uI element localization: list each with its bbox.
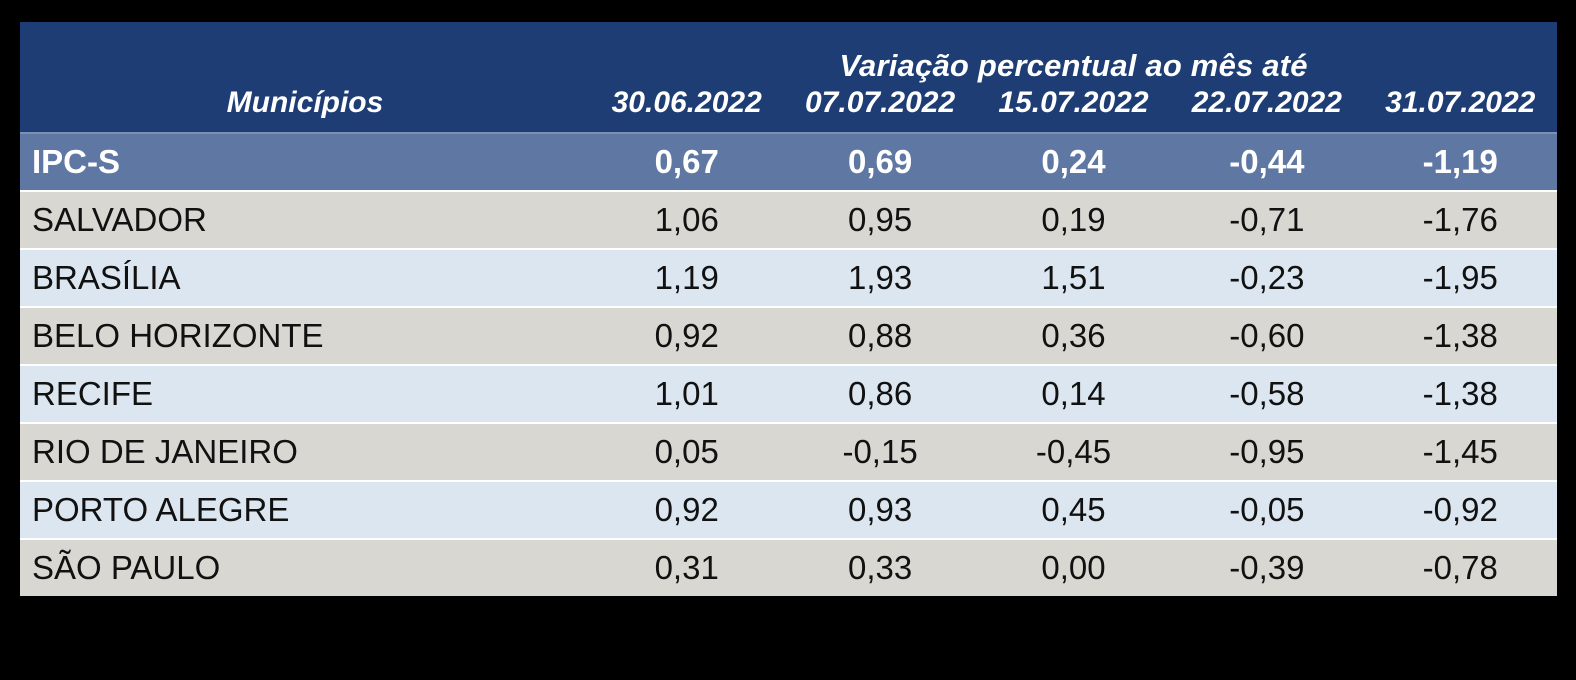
value-cell: 0,93 [847, 491, 913, 528]
column-header-date-3: 15.07.2022 [998, 86, 1149, 119]
value-cell: 0,86 [847, 375, 913, 412]
value-cell: -0,92 [1422, 491, 1498, 528]
value-cell: 0,92 [654, 491, 719, 528]
value-cell: 0,69 [847, 143, 913, 180]
value-cell: -1,38 [1422, 317, 1498, 354]
value-cell: -1,45 [1422, 433, 1498, 470]
value-cell: 1,01 [654, 375, 719, 412]
value-cell: 1,06 [654, 201, 719, 238]
value-cell: -1,95 [1422, 259, 1498, 296]
value-cell: -0,58 [1229, 375, 1305, 412]
table-row-rio-de-janeiro: RIO DE JANEIRO 0,05 -0,15 -0,45 -0,95 -1… [20, 422, 1557, 480]
ipcs-variation-table: Variação percentual ao mês até Município… [20, 22, 1557, 596]
value-cell: 0,19 [1041, 201, 1106, 238]
value-cell: 0,88 [847, 317, 913, 354]
value-cell: 0,67 [654, 143, 719, 180]
value-cell: -0,95 [1229, 433, 1305, 470]
value-cell: 0,24 [1041, 143, 1106, 180]
table-row-salvador: SALVADOR 1,06 0,95 0,19 -0,71 -1,76 [20, 190, 1557, 248]
table-row-sao-paulo: SÃO PAULO 0,31 0,33 0,00 -0,39 -0,78 [20, 538, 1557, 596]
table-row-ipcs: IPC-S 0,67 0,69 0,24 -0,44 -1,19 [20, 132, 1557, 190]
table-header: Variação percentual ao mês até Município… [20, 22, 1557, 132]
row-label: SALVADOR [32, 201, 207, 238]
value-cell: -0,15 [842, 433, 918, 470]
row-label: RECIFE [32, 375, 154, 412]
row-label: BRASÍLIA [32, 259, 181, 296]
value-cell: -0,60 [1229, 317, 1305, 354]
column-header-date-2: 07.07.2022 [805, 86, 956, 119]
value-cell: -0,44 [1229, 143, 1305, 180]
value-cell: -0,45 [1035, 433, 1112, 470]
table-row-brasilia: BRASÍLIA 1,19 1,93 1,51 -0,23 -1,95 [20, 248, 1557, 306]
value-cell: 0,14 [1041, 375, 1106, 412]
row-label: SÃO PAULO [32, 549, 221, 586]
column-header-date-4: 22.07.2022 [1191, 86, 1342, 119]
column-header-date-1: 30.06.2022 [611, 86, 762, 119]
value-cell: -0,05 [1229, 491, 1305, 528]
value-cell: -0,71 [1229, 201, 1305, 238]
value-cell: -0,23 [1229, 259, 1305, 296]
table-row-belo-horizonte: BELO HORIZONTE 0,92 0,88 0,36 -0,60 -1,3… [20, 306, 1557, 364]
table-title: Variação percentual ao mês até [839, 48, 1308, 83]
value-cell: 0,45 [1041, 491, 1106, 528]
table-row-recife: RECIFE 1,01 0,86 0,14 -0,58 -1,38 [20, 364, 1557, 422]
table-header-row: Municípios 30.06.2022 07.07.2022 15.07.2… [20, 86, 1557, 120]
value-cell: 0,95 [847, 201, 913, 238]
row-label: IPC-S [32, 143, 121, 180]
value-cell: 0,36 [1041, 317, 1106, 354]
value-cell: 1,93 [847, 259, 913, 296]
value-cell: -1,38 [1422, 375, 1498, 412]
row-label: BELO HORIZONTE [32, 317, 324, 354]
value-cell: 0,33 [847, 549, 913, 586]
row-label: PORTO ALEGRE [32, 491, 290, 528]
value-cell: -0,78 [1422, 549, 1498, 586]
value-cell: 1,19 [654, 259, 719, 296]
value-cell: 0,92 [654, 317, 719, 354]
value-cell: -1,19 [1422, 143, 1498, 180]
value-cell: 0,00 [1041, 549, 1106, 586]
column-header-municipios: Municípios [226, 86, 384, 119]
row-label: RIO DE JANEIRO [32, 433, 298, 470]
table-row-porto-alegre: PORTO ALEGRE 0,92 0,93 0,45 -0,05 -0,92 [20, 480, 1557, 538]
value-cell: -1,76 [1422, 201, 1498, 238]
value-cell: 0,05 [654, 433, 719, 470]
value-cell: -0,39 [1229, 549, 1305, 586]
value-cell: 1,51 [1041, 259, 1106, 296]
value-cell: 0,31 [654, 549, 719, 586]
column-header-date-5: 31.07.2022 [1385, 86, 1536, 119]
